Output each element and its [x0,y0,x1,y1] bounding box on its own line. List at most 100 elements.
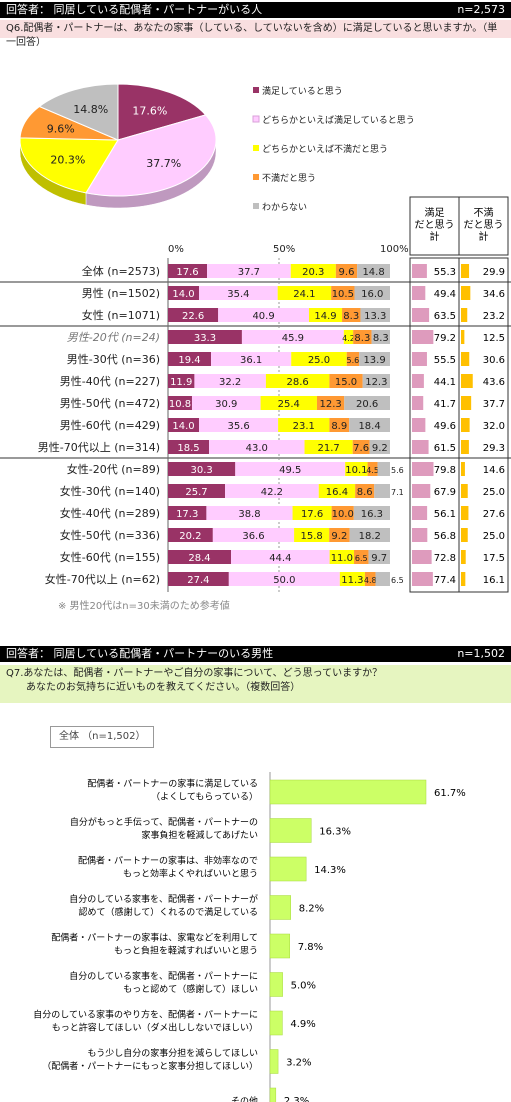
bar-segment [353,330,372,344]
row-label: 女性-50代 (n=336) [60,528,160,542]
q7-item-label: もっと負担を軽減すればいいと思う [114,945,258,957]
q7-bar [269,856,307,882]
bar-segment [168,352,212,366]
bar-segment [308,308,343,322]
question-q7-line2: あなたのお気持ちに近いものを教えてください。（複数回答） [26,682,301,693]
q7-value-label: 4.9% [290,1019,315,1030]
q7-value-label: 8.2% [299,904,324,915]
bar-segment-label: 11.9 [170,377,192,388]
bar-segment-label: 16.3 [361,509,383,520]
q7-item-label: もっと効率よくやればいいと思う [123,868,258,880]
bar-segment [331,286,355,300]
bar-segment-label: 37.7 [238,267,260,278]
bar-segment [343,330,354,344]
q7-value-label: 61.7% [434,788,466,799]
bar-segment [329,374,363,388]
bar-segment [294,528,330,542]
question-q6: Q6.配偶者・パートナーは、あなたの家事（している、していないを含め）に満足して… [0,20,511,48]
sat-header-text: だと思う [415,219,455,231]
sat-total-bar [412,550,432,564]
bar-segment-label: 17.6 [176,267,198,278]
sat-total-value: 79.8 [434,465,456,476]
bar-segment-label: 35.6 [227,421,249,432]
q7-item-label: 配偶者・パートナーの家事は、家電などを利用して [51,932,258,944]
unsat-total-bar [461,330,465,344]
row-label: 女性 (n=1071) [82,308,160,322]
unsat-total-bar [461,374,473,388]
bar-segment [168,418,200,432]
unsat-total-value: 17.5 [483,553,505,564]
bar-segment-label: 14.9 [314,311,336,322]
q7-bar [269,818,312,843]
sat-total-value: 44.1 [434,377,456,388]
q7-value-label: 7.8% [298,942,323,953]
bar-segment [292,506,332,520]
unsat-total-value: 29.9 [483,267,505,278]
unsat-total-bar [461,352,470,366]
bar-segment [344,396,390,410]
bar-segment-label: 24.1 [293,289,315,300]
unsat-total-value: 12.5 [483,333,505,344]
bar-segment-label: 28.6 [287,377,309,388]
unsat-total-value: 23.2 [483,311,505,322]
sat-total-bar [412,572,433,586]
row-label: 男性-20代 (n=24) [67,331,160,344]
bar-segment-label: 25.7 [185,487,207,498]
pie-slice-label: 37.7% [146,157,181,170]
bar-segment-label: 10.0 [332,509,354,520]
bar-segment [291,352,347,366]
bar-segment-label: 13.3 [364,311,386,322]
pie-slice-label: 17.6% [132,104,167,117]
bar-segment [329,528,350,542]
q7-item-label: （よくしてもらっている） [151,792,258,803]
unsat-total-value: 43.6 [483,377,505,388]
bar-segment-label: 30.3 [191,465,213,476]
sat-header-text: 満足 [425,207,445,219]
pie-slice-label: 14.8% [73,103,108,116]
sat-total-bar [412,506,428,520]
bar-segment [212,528,295,542]
bar-segment [168,374,195,388]
bar-segment-label: 10.8 [169,399,191,410]
respondents-label-2: 回答者： 同居している配偶者・パートナーのいる男性 [6,647,274,660]
bar-segment-label: 22.6 [182,311,204,322]
q7-item-label: （配偶者・パートナーにもっと家事分担してほしい） [42,1060,258,1072]
unsat-total-value: 14.6 [483,465,505,476]
q7-item-label: 認めて（感謝して）くれるので満足している [79,906,258,918]
axis-tick-label: 100% [380,244,409,255]
bar-segment-label: 15.0 [335,377,357,388]
bar-segment [369,440,390,454]
bar-segment [346,352,360,366]
unsat-total-value: 25.0 [483,531,505,542]
bar-segment-label: 25.4 [278,399,300,410]
pie-legend-label: どちらかといえば満足していると思う [262,115,415,126]
bar-segment [168,264,208,278]
bar-segment-label: 30.9 [215,399,237,410]
bar-segment-label: 8.3 [354,333,370,344]
bar-segment [360,308,390,322]
bar-segment-label: 33.3 [194,333,216,344]
bar-segment [260,396,317,410]
bar-segment-label: 16.4 [326,487,348,498]
bar-segment [316,396,345,410]
row-label: 男性-40代 (n=227) [60,374,160,388]
q7-item-label: 自分がもっと手伝って、配偶者・パートナーの [70,816,258,828]
pie-legend-swatch [253,87,259,93]
bar-segment-label: 14.0 [172,421,194,432]
bar-segment [168,330,242,344]
bar-segment [265,374,330,388]
bar-segment [349,418,390,432]
bar-segment [354,550,369,564]
q7-item-label: 自分のしている家事を、配偶者・パートナーが [69,893,258,905]
pie-slice-label: 9.6% [47,122,75,135]
axis-tick-label: 50% [273,244,295,255]
pie-legend-label: わからない [262,202,307,213]
q7-value-label: 5.0% [291,981,316,992]
bar-segment [304,440,353,454]
q7-bar [269,779,427,805]
bar-segment-label: 44.4 [269,553,291,564]
row-label: 女性-20代 (n=89) [67,462,160,476]
bar-segment [354,286,390,300]
bar-segment-label: 36.1 [240,355,262,366]
bar-segment-label: 20.2 [179,531,201,542]
